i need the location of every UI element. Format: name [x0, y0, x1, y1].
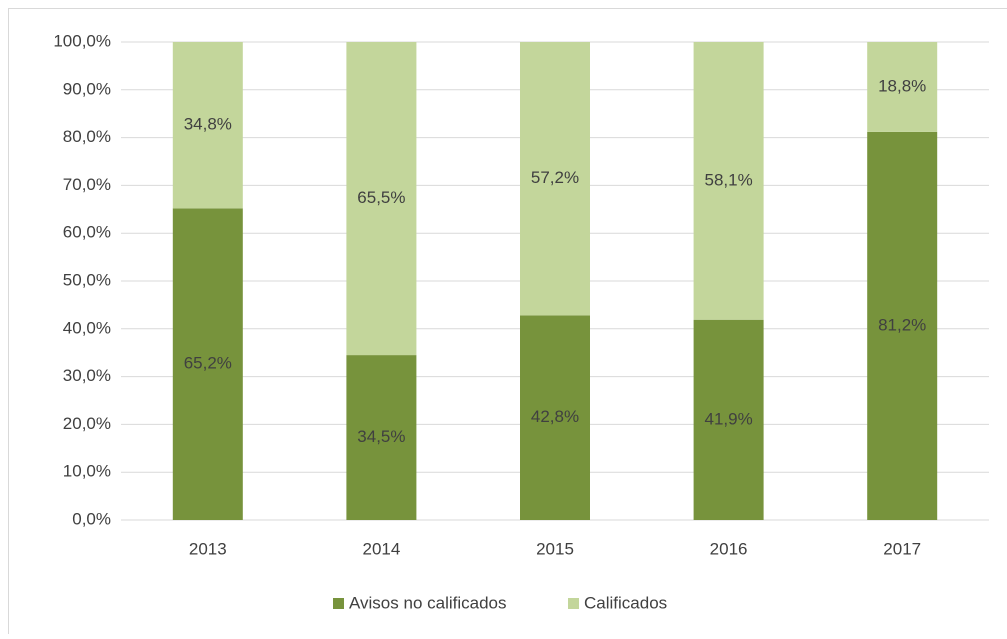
- y-tick-label: 50,0%: [63, 270, 111, 289]
- y-tick-label: 90,0%: [63, 79, 111, 98]
- y-tick-label: 20,0%: [63, 414, 111, 433]
- legend-swatch: [568, 598, 579, 609]
- y-tick-label: 70,0%: [63, 175, 111, 194]
- x-tick-label: 2017: [883, 539, 921, 558]
- legend-label: Avisos no calificados: [349, 593, 507, 612]
- y-tick-label: 100,0%: [53, 31, 111, 50]
- x-tick-label: 2015: [536, 539, 574, 558]
- legend-swatch: [333, 598, 344, 609]
- data-label: 18,8%: [878, 76, 926, 95]
- data-label: 57,2%: [531, 168, 579, 187]
- y-tick-label: 80,0%: [63, 127, 111, 146]
- data-label: 81,2%: [878, 315, 926, 334]
- data-label: 58,1%: [704, 170, 752, 189]
- y-tick-label: 10,0%: [63, 462, 111, 481]
- x-tick-label: 2013: [189, 539, 227, 558]
- x-tick-label: 2016: [710, 539, 748, 558]
- legend-label: Calificados: [584, 593, 667, 612]
- y-tick-label: 30,0%: [63, 366, 111, 385]
- data-label: 65,2%: [184, 354, 232, 373]
- data-label: 65,5%: [357, 188, 405, 207]
- data-label: 42,8%: [531, 407, 579, 426]
- data-label: 34,8%: [184, 115, 232, 134]
- y-tick-label: 0,0%: [72, 509, 111, 528]
- data-label: 34,5%: [357, 427, 405, 446]
- y-tick-label: 60,0%: [63, 223, 111, 242]
- chart-frame: [9, 9, 1007, 635]
- x-tick-label: 2014: [362, 539, 400, 558]
- data-label: 41,9%: [704, 409, 752, 428]
- y-tick-label: 40,0%: [63, 318, 111, 337]
